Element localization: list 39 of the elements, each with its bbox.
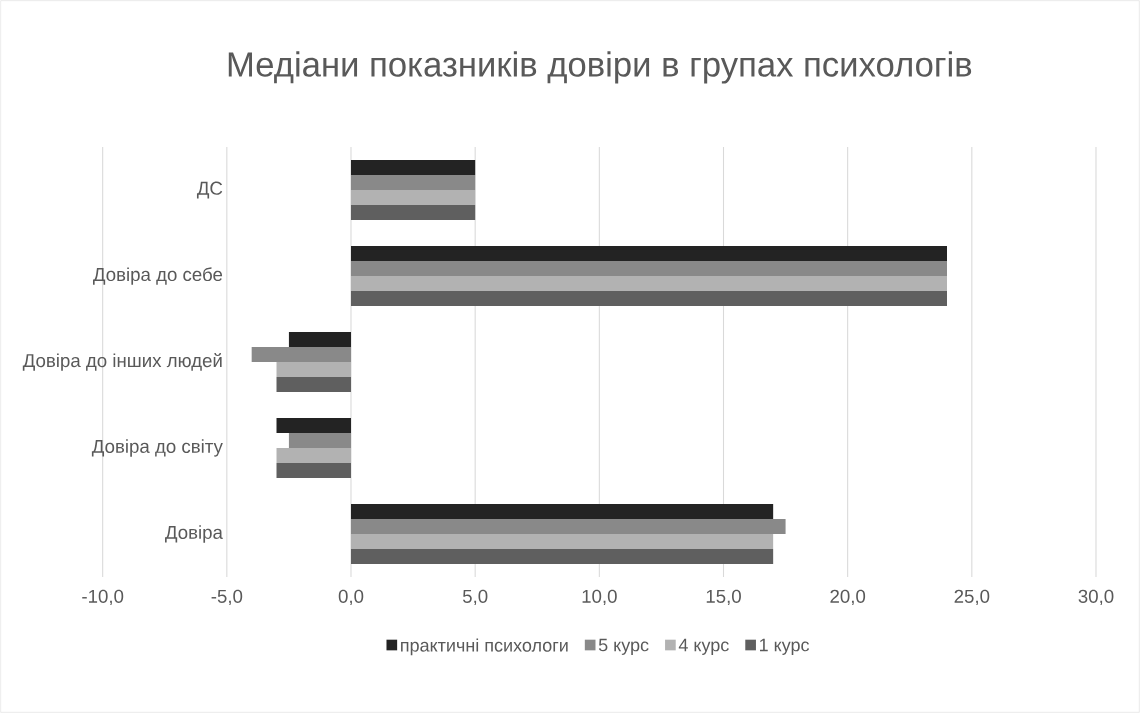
bar bbox=[351, 503, 774, 519]
bar bbox=[288, 433, 351, 448]
legend-label: 1 курс bbox=[760, 638, 810, 655]
legend-label: практичні психологи bbox=[401, 638, 568, 656]
bar bbox=[351, 175, 476, 190]
legend-label: 5 курс bbox=[598, 638, 649, 655]
bar bbox=[351, 548, 774, 564]
bar bbox=[351, 276, 947, 291]
bar bbox=[351, 261, 947, 276]
y-tick-label: Довіра до світу bbox=[91, 439, 223, 457]
x-tick-label: 5,0 bbox=[462, 589, 488, 606]
y-tick-label: ДС bbox=[196, 181, 223, 199]
y-tick-label: Довіра bbox=[165, 525, 223, 543]
x-tick-label: 25,0 bbox=[954, 589, 990, 606]
bar bbox=[351, 291, 947, 306]
x-tick-label: 10,0 bbox=[582, 589, 617, 606]
bar bbox=[351, 190, 476, 205]
bar bbox=[351, 533, 774, 549]
x-tick-label: 20,0 bbox=[830, 589, 866, 606]
x-tick-label: 15,0 bbox=[706, 589, 741, 606]
x-tick-label: 0,0 bbox=[338, 589, 364, 606]
bar bbox=[276, 447, 351, 463]
bar bbox=[276, 362, 351, 377]
bar bbox=[276, 418, 351, 433]
y-tick-label: Довіра до себе bbox=[93, 267, 223, 285]
bar bbox=[276, 377, 351, 392]
bar bbox=[351, 205, 476, 220]
bar bbox=[351, 160, 476, 175]
y-tick-label: Довіра до інших людей bbox=[22, 353, 222, 371]
bar bbox=[351, 518, 786, 534]
x-tick-label: -5,0 bbox=[211, 589, 243, 606]
chart-title: Медіани показників довіри в групах психологів bbox=[228, 51, 972, 84]
legend-label: 4 курс bbox=[678, 638, 729, 655]
bar bbox=[351, 246, 947, 261]
bar bbox=[251, 347, 351, 362]
x-tick-label: -10,0 bbox=[82, 589, 124, 606]
bar bbox=[276, 462, 351, 478]
x-tick-label: 30,0 bbox=[1078, 589, 1114, 606]
bar bbox=[288, 331, 351, 347]
